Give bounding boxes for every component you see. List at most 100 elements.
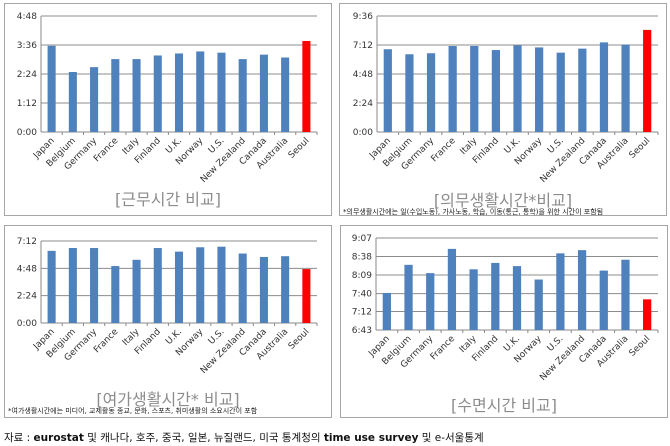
bar-germany [90, 67, 99, 132]
chart-svg: 0:001:122:243:364:48JapanBelgiumGermanyF… [17, 12, 318, 185]
y-tick-label: 1:12 [17, 99, 37, 109]
bar-seoul [643, 299, 652, 330]
chart-svg: 0:002:244:487:12JapanBelgiumGermanyFranc… [17, 237, 318, 376]
y-tick-label: 9:36 [353, 12, 373, 22]
bar-uk [512, 266, 522, 330]
bar-finland [491, 50, 500, 132]
bar-seoul [643, 29, 652, 132]
bar-germany [426, 273, 435, 330]
bar-seoul [302, 269, 311, 323]
bar-australia [281, 256, 290, 323]
bar-us [217, 52, 226, 132]
bar-us [556, 253, 565, 330]
bar-uk [174, 251, 184, 323]
bar-newzealand [238, 253, 247, 323]
x-tick-label: France [92, 327, 121, 356]
footer-prefix: 자료 : [4, 432, 34, 444]
bar-australia [281, 57, 290, 132]
x-tick-label: Seoul [628, 136, 653, 161]
bar-norway [535, 47, 544, 132]
y-tick-label: 8:09 [352, 271, 372, 281]
bar-belgium [404, 264, 413, 330]
chart-svg: 0:002:244:487:129:36JapanBelgiumGermanyF… [353, 12, 659, 185]
bar-germany [426, 53, 436, 132]
bar-uk [513, 45, 522, 132]
y-tick-label: 7:12 [17, 237, 37, 247]
bar-finland [491, 262, 500, 330]
y-tick-label: 2:24 [17, 70, 37, 80]
x-tick-label: France [429, 334, 458, 363]
footer-survey: time use survey [323, 432, 419, 444]
x-tick-label: Seoul [287, 327, 312, 352]
footer-eurostat: eurostat [33, 432, 84, 444]
bar-belgium [405, 54, 414, 133]
bar-us [217, 246, 226, 323]
bar-italy [469, 269, 478, 330]
bar-australia [621, 44, 630, 132]
bar-canada [259, 256, 268, 323]
bar-norway [534, 279, 543, 330]
chart-svg: 6:437:127:408:098:389:07JapanBelgiumGerm… [352, 234, 659, 383]
x-tick-label: France [430, 136, 459, 165]
chart-note: *여가생활시간에는 미디어, 교제활동 종교, 문화, 스포츠, 취미생활의 소… [8, 407, 258, 415]
bar-canada [599, 42, 609, 132]
y-tick-label: 7:40 [352, 290, 372, 300]
x-tick-label: Seoul [628, 334, 653, 359]
bar-newzealand [578, 48, 587, 132]
footer-mid: 및 캐나다, 호주, 중국, 일본, 뉴질랜드, 미국 통계청의 [83, 432, 324, 444]
y-tick-label: 4:48 [17, 264, 37, 274]
bar-norway [196, 51, 205, 132]
y-tick-label: 0:00 [17, 128, 37, 138]
x-tick-label: France [92, 136, 121, 165]
bar-australia [621, 259, 630, 330]
chart-title: [수면시간 비교] [451, 396, 557, 415]
bar-finland [153, 248, 162, 323]
bar-italy [132, 59, 141, 132]
bar-japan [383, 49, 392, 132]
bar-japan [47, 250, 56, 323]
bar-france [111, 266, 120, 323]
bar-canada [259, 54, 268, 132]
y-tick-label: 3:36 [17, 41, 37, 51]
y-tick-label: 7:12 [353, 41, 373, 51]
y-tick-label: 0:00 [17, 319, 37, 329]
bar-belgium [68, 71, 77, 132]
source-footer: 자료 : eurostat 및 캐나다, 호주, 중국, 일본, 뉴질랜드, 미… [4, 430, 484, 445]
bar-italy [132, 259, 141, 323]
chart-title: [여가생활시간* 비교] [96, 390, 240, 409]
bar-japan [47, 45, 56, 132]
chart-work-time: 0:00 1:12 2:24 3:36 4:48 Japan Belgium Germany F… [4, 3, 332, 216]
bar-seoul [302, 40, 311, 132]
chart-leisure-time: 0:00 2:24 4:48 7:12 Japan Belgium Germany Franc… [4, 225, 332, 418]
y-tick-label: 7:12 [352, 307, 372, 317]
bar-france [111, 59, 120, 132]
bar-belgium [68, 248, 77, 323]
y-tick-label: 6:43 [352, 326, 372, 336]
bar-uk [174, 53, 184, 133]
bar-italy [470, 46, 479, 132]
bar-finland [153, 55, 162, 132]
y-tick-label: 2:24 [353, 99, 373, 109]
bar-norway [196, 247, 205, 323]
chart-sleep-time: 6:43 7:12 7:40 8:09 8:38 9:07 Japan Belgium Germ… [340, 225, 668, 418]
bar-newzealand [577, 250, 587, 330]
bar-canada [599, 270, 608, 330]
bar-france [448, 46, 457, 132]
y-tick-label: 9:07 [352, 234, 372, 244]
bar-france [447, 248, 457, 330]
chart-title: [근무시간 비교] [115, 190, 221, 209]
y-tick-label: 0:00 [353, 128, 373, 138]
bar-japan [382, 292, 391, 330]
y-tick-label: 4:48 [17, 12, 37, 22]
chart-note: *의무생활시간에는 일(수입노동), 가사노동, 학습, 이동(통근, 통학)을… [343, 208, 604, 216]
bar-us [556, 52, 565, 132]
chart-obligatory-time: 0:00 2:24 4:48 7:12 9:36 Japan Belgium Germany F… [339, 3, 667, 216]
y-tick-label: 2:24 [17, 292, 37, 302]
y-tick-label: 4:48 [353, 70, 373, 80]
footer-suffix: 및 e-서울통계 [418, 432, 484, 444]
x-tick-label: Seoul [287, 136, 312, 161]
bar-newzealand [238, 59, 247, 132]
chart-title: [의무생활시간*비교] [433, 191, 573, 210]
y-tick-label: 8:38 [352, 253, 372, 263]
bar-germany [90, 248, 99, 323]
